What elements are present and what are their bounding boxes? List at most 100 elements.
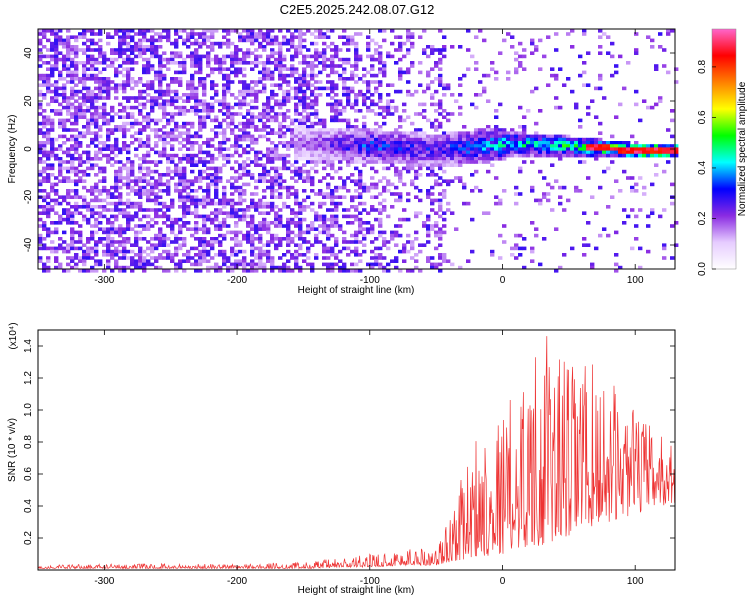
spectrogram-cell [178,134,183,139]
spectrogram-cell [662,147,667,151]
spectrogram-cell [230,80,235,84]
spectrogram-cell [182,41,187,46]
spectrogram-cell [298,201,303,206]
spectrogram-cell [190,73,195,78]
spectrogram-cell [614,150,619,155]
spectrogram-cell [298,144,303,148]
spectrogram-cell [54,201,59,206]
spectrogram-cell [82,214,87,219]
spectrogram-y-tick-label: -40 [23,237,34,252]
spectrogram-cell [154,211,159,215]
spectrogram-cell [406,153,411,158]
spectrogram-cell [226,201,231,206]
spectrogram-cell [82,86,87,91]
spectrogram-cell [226,115,231,119]
spectrogram-cell [438,198,443,203]
spectrogram-cell [278,208,283,212]
spectrogram-cell [150,105,155,110]
spectrogram-cell [422,131,427,135]
spectrogram-cell [166,173,171,177]
spectrogram-cell [370,102,375,107]
spectrogram-cell [70,64,75,68]
spectrogram-cell [298,211,303,215]
spectrogram-cell [118,192,123,196]
spectrogram-cell [294,195,299,199]
spectrogram-cell [66,128,71,132]
spectrogram-cell [50,96,55,100]
spectrogram-cell [78,134,83,139]
spectrogram-cell [326,35,331,39]
spectrogram-cell [294,102,299,107]
spectrogram-cell [430,102,435,107]
spectrogram-cell [102,176,107,180]
spectrogram-cell [606,166,611,171]
spectrogram-cell [70,205,75,209]
spectrogram-cell [506,131,511,135]
spectrogram-cell [326,29,331,33]
spectrogram-cell [38,102,43,107]
spectrogram-cell [554,269,559,273]
spectrogram-cell [286,153,291,158]
spectrogram-cell [666,128,671,132]
spectrogram-cell [470,150,475,155]
spectrogram-cell [150,249,155,254]
spectrogram-cell [138,256,143,260]
spectrogram-cell [406,192,411,196]
spectrogram-cell [186,109,191,113]
spectrogram-cell [74,221,79,225]
spectrogram-cell [298,131,303,135]
spectrogram-cell [370,230,375,235]
spectrogram-cell [198,198,203,203]
spectrogram-cell [238,195,243,199]
spectrogram-cell [534,48,539,52]
spectrogram-cell [414,237,419,241]
spectrogram-cell [86,131,91,135]
spectrogram-cell [294,147,299,151]
spectrogram-cell [186,35,191,39]
spectrogram-cell [474,157,479,161]
spectrogram-cell [254,185,259,190]
spectrogram-cell [126,144,131,148]
spectrogram-cell [178,227,183,231]
spectrogram-cell [558,185,563,190]
spectrogram-cell [98,38,103,43]
spectrogram-cell [254,35,259,39]
spectrogram-cell [210,96,215,100]
spectrogram-cell [370,256,375,260]
spectrogram-cell [206,269,211,273]
spectrogram-cell [542,195,547,199]
spectrogram-cell [74,179,79,183]
spectrogram-cell [98,128,103,132]
spectrogram-cell [562,208,567,212]
spectrogram-cell [38,128,43,132]
spectrogram-cell [294,221,299,225]
spectrogram-cell [126,205,131,209]
spectrogram-cell [94,240,99,244]
spectrogram-cell [114,112,119,116]
spectrogram-cell [202,102,207,107]
spectrogram-cell [394,109,399,113]
spectrogram-cell [342,70,347,75]
spectrogram-cell [210,201,215,206]
spectrogram-cell [334,217,339,222]
spectrogram-cell [470,173,475,177]
spectrogram-cell [238,217,243,222]
spectrogram-cell [414,157,419,161]
spectrogram-cell [46,131,51,135]
spectrogram-cell [494,115,499,119]
spectrogram-cell [414,150,419,155]
spectrogram-cell [94,259,99,263]
spectrogram-cell [50,64,55,68]
spectrogram-cell [186,227,191,231]
spectrogram-cell [202,38,207,43]
spectrogram-cell [106,192,111,196]
spectrogram-cell [174,77,179,81]
spectrogram-cell [54,227,59,231]
spectrogram-cell [310,73,315,78]
spectrogram-cell [90,269,95,273]
spectrogram-cell [122,131,127,135]
spectrogram-cell [378,57,383,62]
spectrogram-cell [62,166,67,171]
spectrogram-cell [578,141,583,145]
spectrogram-cell [134,205,139,209]
